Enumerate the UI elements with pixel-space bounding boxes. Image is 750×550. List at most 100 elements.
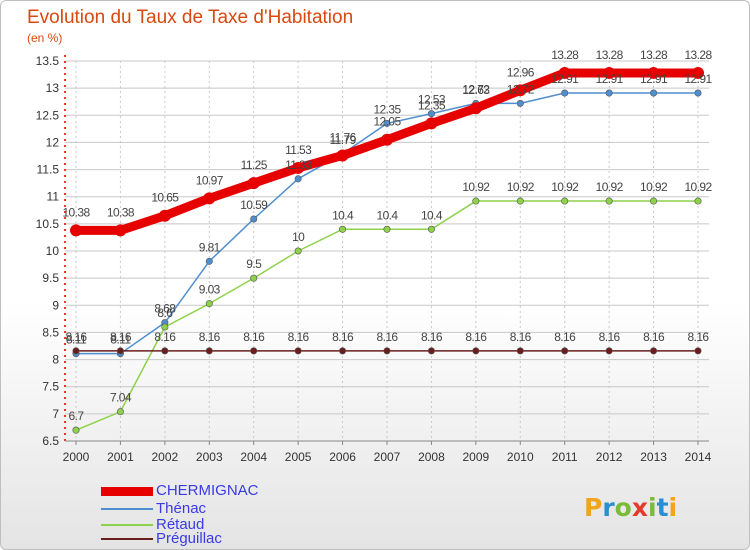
data-label: 12.05: [373, 115, 401, 129]
data-point[interactable]: [72, 347, 80, 355]
x-tick-label: 2009: [463, 450, 490, 464]
x-tick-label: 2002: [152, 450, 179, 464]
legend-label-thenac: Thénac: [156, 500, 207, 517]
y-tick-label: 8: [52, 353, 59, 367]
chart-title: Evolution du Taux de Taxe d'Habitation: [27, 7, 354, 28]
data-point[interactable]: [205, 300, 213, 308]
data-label: 7.04: [110, 391, 132, 405]
data-label: 8.16: [554, 330, 576, 344]
data-point[interactable]: [427, 225, 435, 233]
data-point[interactable]: [205, 347, 213, 355]
data-point[interactable]: [427, 110, 435, 118]
data-point[interactable]: [339, 347, 347, 355]
data-point[interactable]: [114, 224, 127, 237]
legend-label-chermignac: CHERMIGNAC: [156, 482, 259, 499]
data-label: 8.16: [288, 330, 310, 344]
data-point[interactable]: [469, 102, 482, 115]
data-point[interactable]: [383, 347, 391, 355]
logo-letter: i: [668, 493, 678, 522]
data-point[interactable]: [561, 197, 569, 205]
x-tick-label: 2005: [285, 450, 312, 464]
data-point[interactable]: [650, 347, 658, 355]
data-point[interactable]: [694, 347, 702, 355]
data-point[interactable]: [427, 347, 435, 355]
data-point[interactable]: [161, 347, 169, 355]
x-tick-label: 2014: [685, 450, 712, 464]
series-préguillac: [72, 347, 702, 355]
data-point[interactable]: [603, 66, 616, 79]
data-point[interactable]: [472, 197, 480, 205]
legend-swatch-thenac: [101, 508, 153, 510]
data-point[interactable]: [205, 257, 213, 265]
data-point[interactable]: [561, 347, 569, 355]
legend-label-retaud: Rétaud: [156, 516, 205, 533]
data-point[interactable]: [694, 197, 702, 205]
logo-letter: t: [656, 493, 669, 522]
data-label: 12.72: [462, 82, 490, 96]
series-rétaud: [72, 197, 702, 434]
data-point[interactable]: [425, 117, 438, 130]
data-label: 10.4: [377, 208, 399, 222]
data-point[interactable]: [250, 347, 258, 355]
y-tick-label: 9: [52, 298, 59, 312]
data-point[interactable]: [247, 177, 260, 190]
data-point[interactable]: [116, 408, 124, 416]
legend-swatch-retaud: [101, 524, 153, 526]
data-point[interactable]: [647, 66, 660, 79]
data-point[interactable]: [339, 225, 347, 233]
data-point[interactable]: [292, 161, 305, 174]
data-label: 10.92: [596, 180, 624, 194]
data-label: 10.4: [421, 208, 443, 222]
data-label: 10.38: [62, 205, 90, 219]
data-label: 12.91: [596, 72, 624, 86]
data-label: 8.68: [154, 302, 176, 316]
data-point[interactable]: [516, 347, 524, 355]
data-label: 8.16: [110, 330, 132, 344]
data-point[interactable]: [516, 197, 524, 205]
data-label: 8.16: [66, 330, 88, 344]
data-point[interactable]: [561, 89, 569, 97]
data-point[interactable]: [558, 66, 571, 79]
y-tick-label: 10: [46, 244, 60, 258]
data-point[interactable]: [650, 197, 658, 205]
proxiti-logo: Proxiti: [584, 493, 677, 522]
data-point[interactable]: [472, 347, 480, 355]
data-point[interactable]: [158, 209, 171, 222]
data-point[interactable]: [294, 175, 302, 183]
data-point[interactable]: [116, 347, 124, 355]
data-point[interactable]: [294, 247, 302, 255]
data-label: 10.97: [196, 173, 224, 187]
x-tick-label: 2001: [107, 450, 134, 464]
data-point[interactable]: [203, 192, 216, 205]
data-label: 10.4: [332, 208, 354, 222]
data-point[interactable]: [250, 274, 258, 282]
logo-letter: o: [614, 493, 632, 522]
data-point[interactable]: [692, 66, 704, 79]
y-tick-label: 9.5: [42, 271, 59, 285]
data-point[interactable]: [383, 119, 391, 127]
data-label: 12.35: [418, 98, 446, 112]
data-point[interactable]: [250, 215, 258, 223]
data-point[interactable]: [381, 133, 393, 146]
data-point[interactable]: [336, 149, 349, 162]
data-point[interactable]: [294, 347, 302, 355]
data-point[interactable]: [650, 89, 658, 97]
data-point[interactable]: [694, 89, 702, 97]
data-point[interactable]: [605, 197, 613, 205]
x-tick-label: 2000: [63, 450, 90, 464]
data-point[interactable]: [516, 99, 524, 107]
data-point[interactable]: [70, 224, 82, 237]
data-point[interactable]: [383, 225, 391, 233]
data-label: 12.91: [640, 72, 668, 86]
data-label: 8.16: [154, 330, 176, 344]
labels-chermignac: 10.38 10.38 10.65 10.97 11.25 11.53 11.76 12.05…: [62, 48, 713, 219]
legend-swatch-chermignac: [101, 487, 153, 496]
data-point[interactable]: [514, 84, 527, 97]
chart-unit-label: (en %): [27, 31, 63, 45]
data-point[interactable]: [161, 323, 169, 331]
data-point[interactable]: [72, 426, 80, 434]
data-point[interactable]: [605, 89, 613, 97]
data-point[interactable]: [605, 347, 613, 355]
labels-thénac: 8.11 8.118.689.8110.5911.3311.7912.3512.5…: [66, 72, 713, 347]
